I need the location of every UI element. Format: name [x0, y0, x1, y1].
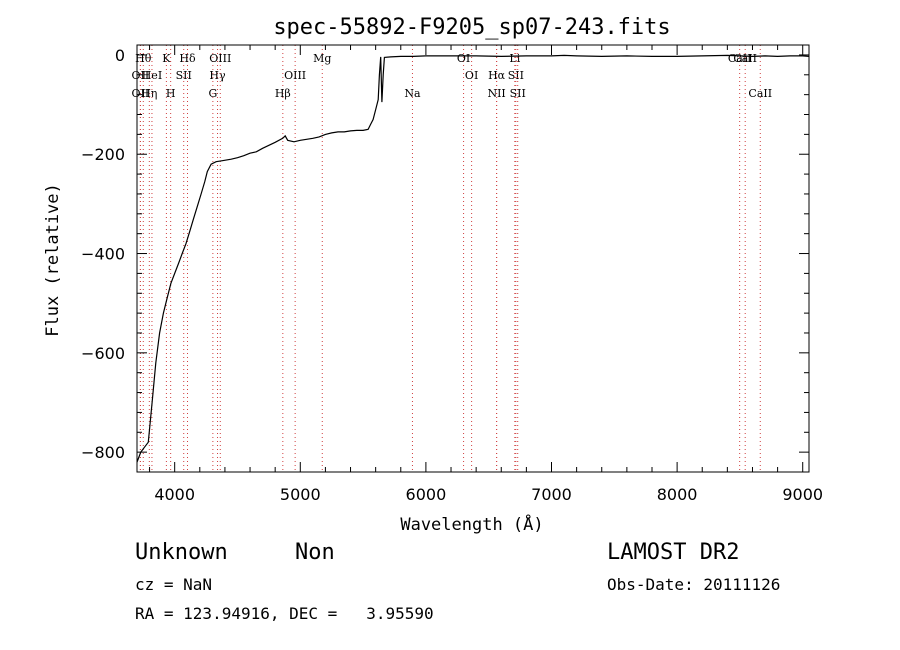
x-tick-label: 4000 [154, 485, 195, 504]
marker-label-7: SII [176, 69, 192, 82]
spectral-line-markers: OIIOIIHθHηHeIKHSIIHδGHγOIIIHβOIIIMgNaOIO… [132, 45, 772, 472]
marker-label-9: G [208, 87, 217, 100]
marker-label-12: Hβ [275, 87, 291, 100]
x-tick-label: 8000 [657, 485, 698, 504]
axes: 4000 5000 6000 7000 8000 9000 0 −200 −400 −600 −80… [81, 44, 823, 504]
x-axis-label: Wavelength (Å) [400, 513, 543, 535]
y-tick-label: −600 [81, 344, 125, 363]
marker-label-11: OIII [209, 52, 231, 65]
marker-label-5: K [162, 52, 171, 65]
marker-label-16: OI [457, 52, 470, 65]
marker-label-22: SII [510, 87, 526, 100]
marker-label-20: Li [509, 52, 520, 65]
marker-label-0: OII [132, 69, 150, 82]
x-tick-label: 7000 [531, 485, 572, 504]
survey-name: LAMOST DR2 [607, 540, 740, 565]
marker-label-1: OII [132, 87, 150, 100]
marker-label-24: CaII [733, 52, 757, 65]
x-tick-label: 9000 [782, 485, 823, 504]
marker-label-6: H [166, 87, 176, 100]
observation-date: Obs-Date: 20111126 [607, 575, 781, 594]
plot-frame [136, 44, 810, 473]
marker-label-17: OI [465, 69, 478, 82]
marker-label-21: SII [508, 69, 524, 82]
marker-label-3: Hη [141, 87, 157, 100]
y-tick-label: −400 [81, 245, 125, 264]
y-tick-label: 0 [115, 46, 125, 65]
marker-label-10: Hγ [209, 69, 226, 82]
marker-label-19: NII [487, 87, 505, 100]
object-subclass: Non [295, 540, 335, 565]
chart-title: spec-55892-F9205_sp07-243.fits [273, 15, 670, 40]
x-tick-label: 5000 [280, 485, 321, 504]
marker-label-18: Hα [488, 69, 506, 82]
y-tick-label: −200 [81, 145, 125, 164]
redshift-cz: cz = NaN [135, 575, 213, 594]
marker-label-4: HeI [142, 69, 162, 82]
object-class: Unknown [135, 540, 228, 565]
marker-label-25: CaII [748, 87, 772, 100]
y-tick-label: −800 [81, 443, 125, 462]
marker-label-15: Na [404, 87, 421, 100]
marker-label-8: Hδ [179, 52, 196, 65]
y-axis-label: Flux (relative) [43, 183, 63, 337]
marker-label-13: OIII [284, 69, 306, 82]
x-tick-label: 6000 [406, 485, 447, 504]
marker-label-14: Mg [313, 52, 331, 65]
coordinates: RA = 123.94916, DEC = 3.95590 [135, 604, 434, 623]
spectrum-line-0 [136, 54, 810, 463]
spectrum-series [136, 54, 810, 463]
